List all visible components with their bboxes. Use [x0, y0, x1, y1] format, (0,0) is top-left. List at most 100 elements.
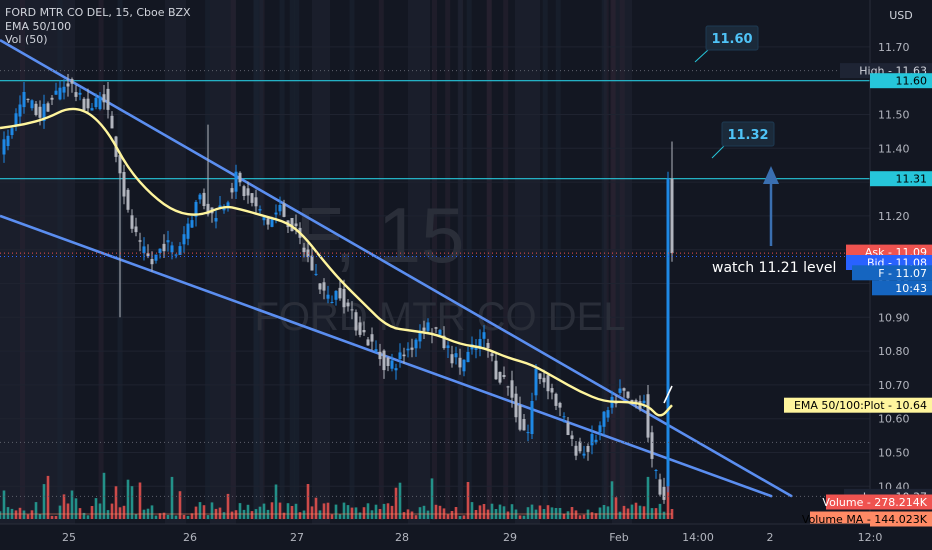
candle-body [138, 240, 142, 242]
volume-bar [638, 505, 642, 519]
candle-body [390, 360, 394, 369]
candle-body [598, 425, 602, 433]
candle-body [370, 334, 374, 342]
candle-body [634, 400, 638, 403]
candle-body [374, 349, 378, 352]
volume-bar [662, 511, 666, 519]
time-label: 14:00 [682, 531, 714, 544]
candle-body [322, 282, 326, 291]
volume-bar [658, 503, 662, 519]
volume-bar [622, 505, 626, 519]
volume-bar [510, 504, 514, 519]
candle-body [254, 197, 258, 207]
volume-bar [546, 505, 550, 519]
candle-body [86, 98, 90, 109]
candle-body [126, 189, 130, 210]
candle-body [202, 192, 206, 206]
candle-body [46, 103, 50, 112]
volume-bar [350, 507, 354, 519]
price-tick: 10.90 [878, 311, 910, 324]
legend-ema[interactable]: EMA 50/100 [5, 19, 72, 33]
candle-body [182, 234, 186, 245]
candle-body [378, 351, 382, 360]
candle-body [134, 226, 138, 233]
volume-bar [630, 504, 634, 519]
volume-bar [34, 502, 38, 519]
volume-bar [70, 490, 74, 519]
volume-bar [502, 506, 506, 519]
label-level-1160-tag [870, 73, 932, 89]
candle-body [498, 371, 502, 383]
volume-bar [450, 511, 454, 519]
volume-bar [326, 502, 330, 519]
volume-bar [562, 513, 566, 519]
volume-bar [262, 503, 266, 519]
candle-body [242, 186, 246, 196]
volume-bar [290, 506, 294, 519]
volume-bar [98, 503, 102, 519]
time-label: 2 [767, 531, 774, 544]
callout-lower: 11.32 [727, 128, 768, 143]
candle-body [410, 347, 414, 350]
volume-bar [530, 504, 534, 519]
time-label: 28 [395, 531, 409, 544]
session-stripe [445, 0, 451, 520]
candle-body [198, 194, 202, 200]
candle-body [186, 223, 190, 239]
volume-bar [230, 511, 234, 519]
time-label: Feb [609, 531, 628, 544]
volume-bar [118, 507, 122, 519]
candle-body [658, 479, 662, 495]
volume-bar [62, 494, 66, 519]
volume-bar [318, 510, 322, 519]
candle-body [406, 348, 410, 351]
dotted-price-lines [0, 70, 870, 497]
volume-bar [666, 483, 670, 519]
candle-body [646, 394, 650, 438]
price-tick: 10.50 [878, 447, 910, 460]
candle-body [34, 103, 38, 115]
legend-volume[interactable]: Vol (50) [5, 33, 48, 46]
candle-body [582, 453, 586, 456]
candle-body [422, 327, 426, 331]
label-volume-ma: Volume MA - 144.023K [802, 513, 928, 526]
volume-bar [210, 502, 214, 519]
candle-body [606, 410, 610, 418]
candle-body [602, 411, 606, 427]
volume-bar [566, 511, 570, 519]
candle-body [106, 88, 110, 110]
volume-bar [466, 482, 470, 519]
candle-body [662, 486, 666, 500]
volume-bar [246, 504, 250, 519]
volume-bar [54, 516, 58, 519]
session-stripe [601, 0, 607, 520]
session-stripe [289, 0, 295, 520]
candle-body [310, 255, 314, 271]
candle-body [154, 254, 158, 261]
price-tick: 10.60 [878, 413, 910, 426]
session-stripe [432, 0, 437, 520]
candle-body [38, 106, 42, 118]
candle-body [414, 339, 418, 349]
legend-symbol[interactable]: FORD MTR CO DEL, 15, Cboe BZX [5, 6, 191, 19]
up-arrow-icon [763, 166, 779, 184]
volume-bar [430, 478, 434, 519]
candle-body [78, 92, 82, 95]
candle-body [262, 217, 266, 221]
volume-bar [410, 511, 414, 519]
volume-bar [458, 516, 462, 519]
volume-bar [338, 514, 342, 519]
candle-body [330, 302, 334, 303]
candle-body [6, 135, 10, 146]
volume-bar [294, 503, 298, 519]
candle-body [618, 388, 622, 393]
candle-body [282, 203, 286, 217]
volume-bar [298, 512, 302, 519]
volume-bar [582, 514, 586, 519]
candle-body [454, 353, 458, 358]
candle-body [62, 86, 66, 93]
volume-bar [478, 505, 482, 519]
price-tick: 11.40 [878, 142, 910, 155]
volume-bar [110, 503, 114, 519]
